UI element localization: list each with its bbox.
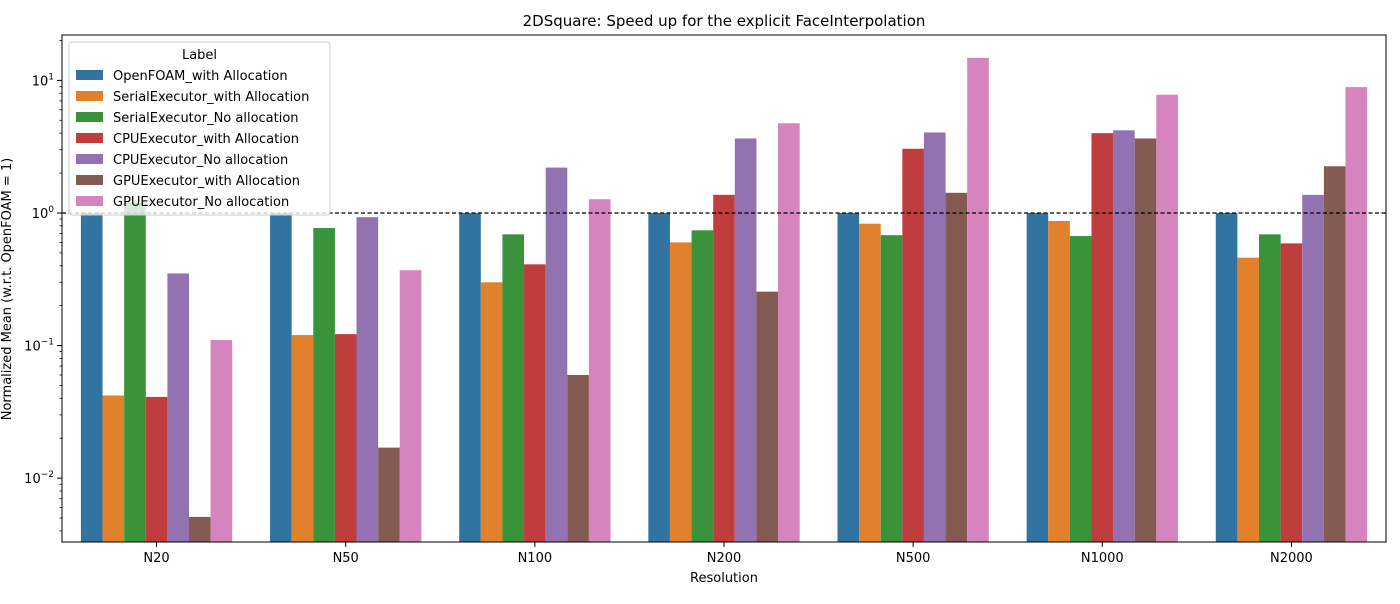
x-axis: N20 N50 N100 N200 N500 N1000 N2000 [143, 542, 1313, 566]
legend-label: OpenFOAM_with Allocation [113, 69, 288, 84]
y-tick-label: 101 [32, 72, 54, 89]
bar [713, 194, 735, 543]
y-tick-label: 10−2 [24, 470, 54, 487]
bar [1048, 221, 1070, 542]
bar [837, 212, 860, 543]
bar [545, 167, 568, 542]
bar [459, 212, 481, 543]
bar [210, 340, 233, 542]
bar [902, 148, 924, 542]
legend-swatch [76, 91, 103, 101]
bar [778, 123, 800, 543]
legend-swatch [76, 154, 103, 164]
bar [1323, 166, 1346, 543]
bar [145, 396, 168, 542]
y-tick-label: 100 [32, 205, 55, 222]
bar [502, 234, 525, 542]
legend-swatch [76, 133, 103, 143]
bar [189, 516, 211, 542]
bar [1156, 94, 1178, 543]
chart-title: 2DSquare: Speed up for the explicit Face… [523, 12, 926, 30]
bar [1215, 212, 1238, 543]
bar [124, 202, 146, 543]
bar [648, 212, 670, 543]
legend-swatch [76, 175, 103, 185]
legend-label: CPUExecutor_No allocation [113, 153, 288, 168]
bar [1026, 212, 1049, 543]
bar [880, 235, 903, 542]
bar [734, 138, 757, 542]
legend-label: SerialExecutor_with Allocation [113, 90, 309, 105]
y-axis-label: Normalized Mean (w.r.t. OpenFOAM = 1) [0, 158, 15, 421]
bar [1069, 236, 1092, 543]
bar [399, 270, 422, 542]
legend-swatch [76, 70, 103, 80]
bar [291, 335, 314, 542]
legend-box [68, 41, 331, 216]
bar [378, 447, 400, 542]
bar [691, 230, 714, 542]
bar [567, 374, 589, 542]
legend-label: CPUExecutor_with Allocation [113, 132, 299, 147]
x-tick-label: N2000 [1270, 551, 1313, 566]
legend: Label OpenFOAM_with Allocation SerialExec… [68, 41, 331, 216]
bar [923, 132, 946, 542]
y-axis: 10−2 10−1 100 101 [24, 40, 62, 532]
x-tick-label: N20 [143, 551, 169, 566]
legend-swatch [76, 112, 103, 122]
bar [588, 199, 611, 542]
bar [102, 395, 125, 542]
x-tick-label: N1000 [1081, 551, 1124, 566]
bar [669, 242, 692, 542]
bar [1259, 234, 1281, 542]
x-axis-label: Resolution [690, 571, 758, 586]
bar [1302, 194, 1324, 543]
y-tick-label: 10−1 [24, 338, 54, 355]
bar [967, 57, 989, 542]
x-tick-label: N200 [707, 551, 742, 566]
x-tick-label: N100 [518, 551, 553, 566]
bar [334, 334, 357, 542]
bars-layer [80, 57, 1368, 543]
legend-items: OpenFOAM_with Allocation SerialExecutor_w… [76, 69, 309, 210]
legend-label: SerialExecutor_No allocation [113, 111, 299, 126]
bar [1091, 133, 1114, 542]
bar [356, 217, 379, 543]
bar [524, 264, 546, 542]
bar [1345, 87, 1368, 543]
bar [167, 273, 189, 542]
bar [756, 291, 779, 542]
legend-label: GPUExecutor_with Allocation [113, 174, 300, 189]
bar [859, 223, 881, 542]
bar [1237, 257, 1260, 542]
legend-title: Label [182, 48, 217, 63]
bar [313, 228, 335, 543]
legend-swatch [76, 196, 103, 206]
bar [270, 212, 292, 543]
x-tick-label: N500 [896, 551, 931, 566]
bar [1113, 130, 1135, 542]
bar [1134, 138, 1157, 542]
x-tick-label: N50 [333, 551, 359, 566]
bar [1280, 243, 1303, 542]
bar [945, 192, 968, 543]
legend-label: GPUExecutor_No allocation [113, 195, 289, 210]
bar [80, 212, 103, 543]
bar [480, 282, 503, 542]
